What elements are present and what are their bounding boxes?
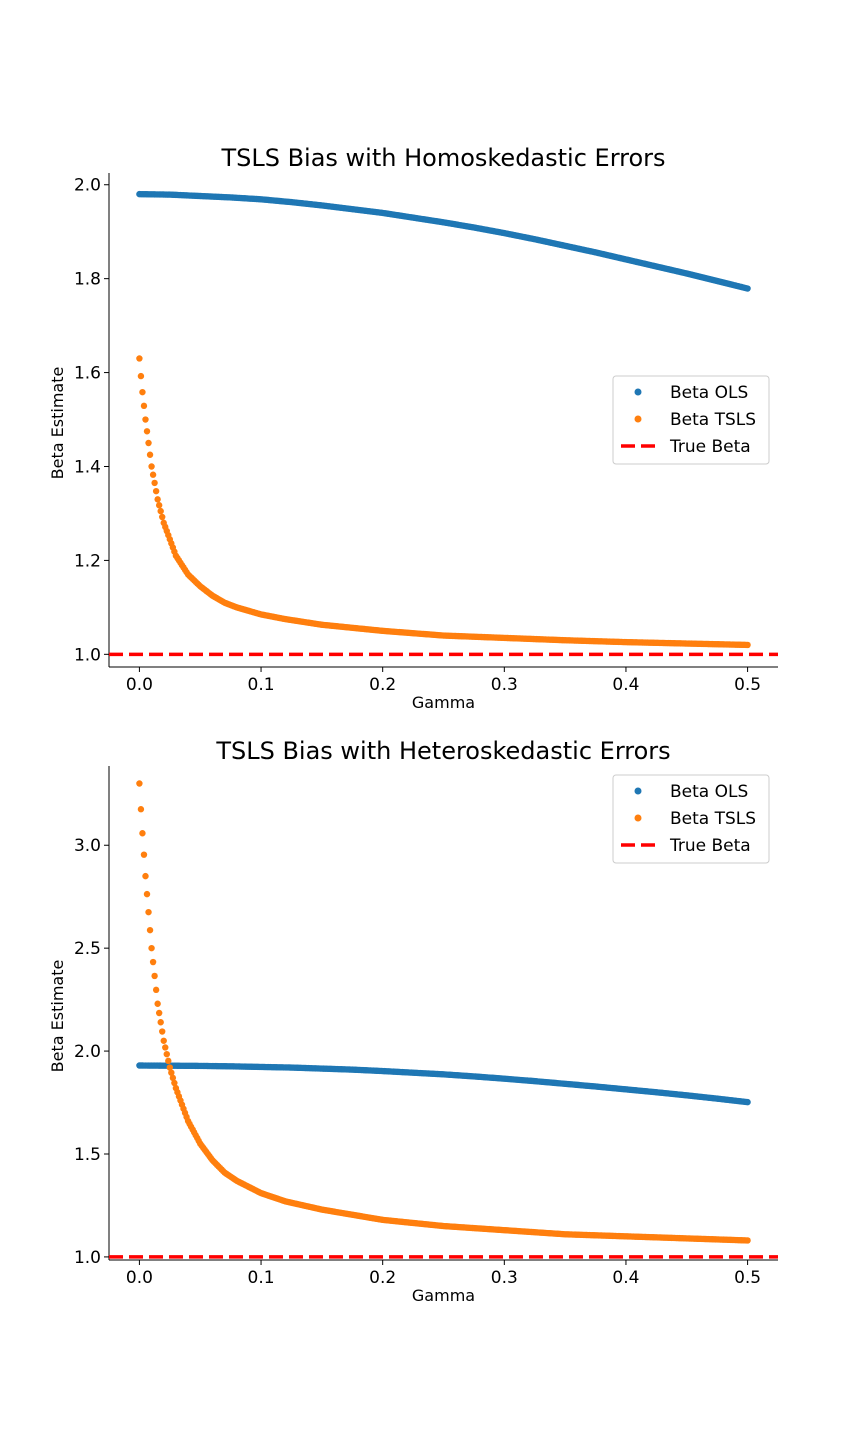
data-point (159, 1028, 166, 1035)
y-tick-label: 3.0 (74, 836, 101, 856)
x-tick-label: 0.0 (126, 1268, 153, 1288)
beta-tsls-points (136, 355, 751, 649)
data-point (166, 1064, 174, 1071)
legend-dot-marker (634, 415, 642, 423)
data-point (140, 851, 148, 858)
data-point (155, 502, 163, 509)
chart-panel-2: TSLS Bias with Heteroskedastic Errors 0.0… (48, 737, 778, 1305)
x-tick-label: 0.4 (612, 1268, 639, 1288)
beta-ols-points (136, 190, 751, 292)
x-tick-label: 0.2 (369, 1268, 396, 1288)
data-point (136, 780, 143, 787)
y-tick-label: 2.5 (74, 939, 101, 959)
data-point (139, 830, 146, 837)
data-point (151, 479, 158, 487)
chart-title: TSLS Bias with Homoskedastic Errors (220, 144, 665, 172)
y-tick-label: 2.0 (74, 1042, 101, 1062)
y-tick-label: 1.0 (74, 1248, 101, 1268)
data-point (142, 872, 149, 880)
data-point (146, 451, 154, 458)
x-tick-label: 0.5 (734, 1268, 761, 1288)
data-point (154, 496, 161, 503)
data-point (145, 908, 152, 916)
data-point (149, 958, 157, 966)
data-point (157, 507, 164, 515)
data-point (169, 1074, 177, 1082)
legend: Beta OLS Beta TSLS True Beta (612, 774, 770, 864)
data-point (154, 1000, 161, 1007)
data-point (160, 1037, 167, 1044)
y-tick-label: 1.0 (74, 645, 101, 665)
data-point (140, 402, 148, 410)
legend-dot-marker (634, 787, 642, 795)
data-point (137, 372, 145, 380)
data-point (148, 944, 155, 952)
legend-label: True Beta (669, 836, 751, 856)
x-tick-label: 0.5 (734, 675, 761, 695)
data-point (155, 1009, 163, 1017)
x-tick-label: 0.0 (126, 675, 153, 695)
data-point (744, 285, 751, 292)
data-point (149, 471, 157, 478)
data-point (136, 355, 143, 362)
x-tick-label: 0.3 (491, 675, 518, 695)
data-point (168, 1069, 175, 1076)
x-tick-label: 0.1 (248, 675, 275, 695)
chart-title: TSLS Bias with Heteroskedastic Errors (215, 737, 670, 765)
legend-label: True Beta (669, 437, 751, 457)
legend-label: Beta TSLS (670, 809, 756, 829)
data-point (744, 641, 751, 649)
y-tick-label: 1.6 (74, 364, 101, 384)
x-axis-label: Gamma (412, 693, 475, 712)
legend-dot-marker (634, 814, 642, 822)
data-point (162, 1044, 169, 1051)
beta-ols-points (136, 1062, 751, 1106)
x-axis-label: Gamma (412, 1286, 475, 1305)
data-point (165, 1057, 172, 1065)
data-point (151, 972, 158, 980)
y-axis-label: Beta Estimate (48, 960, 67, 1073)
legend-label: Beta TSLS (670, 410, 756, 430)
data-point (139, 388, 146, 396)
data-point (744, 1237, 751, 1244)
y-tick-label: 1.2 (74, 551, 101, 571)
data-point (143, 890, 151, 898)
data-point (145, 439, 152, 447)
y-tick-label: 2.0 (74, 176, 101, 196)
legend: Beta OLS Beta TSLS True Beta (612, 375, 770, 465)
legend-label: Beta OLS (670, 782, 748, 802)
data-point (744, 1098, 751, 1106)
data-point (142, 416, 149, 423)
data-point (137, 806, 145, 813)
data-point (148, 463, 155, 470)
legend-box (612, 774, 770, 864)
beta-tsls-points (136, 780, 751, 1244)
data-point (152, 487, 160, 495)
legend-dot-marker (634, 388, 642, 396)
data-point (157, 1019, 164, 1026)
data-point (163, 1050, 170, 1058)
y-tick-label: 1.5 (74, 1145, 101, 1165)
data-point (171, 1079, 178, 1087)
data-point (159, 513, 166, 521)
y-tick-label: 1.8 (74, 270, 101, 290)
y-tick-label: 1.4 (74, 457, 101, 477)
data-point (143, 428, 151, 435)
x-tick-label: 0.3 (491, 1268, 518, 1288)
x-tick-label: 0.1 (248, 1268, 275, 1288)
data-point (152, 986, 160, 994)
legend-label: Beta OLS (670, 383, 748, 403)
x-tick-label: 0.2 (369, 675, 396, 695)
data-point (146, 926, 154, 934)
y-axis-label: Beta Estimate (48, 367, 67, 480)
x-tick-label: 0.4 (612, 675, 639, 695)
chart-panel-1: TSLS Bias with Homoskedastic Errors 0.0 0.… (48, 144, 778, 712)
legend-box (612, 375, 770, 465)
